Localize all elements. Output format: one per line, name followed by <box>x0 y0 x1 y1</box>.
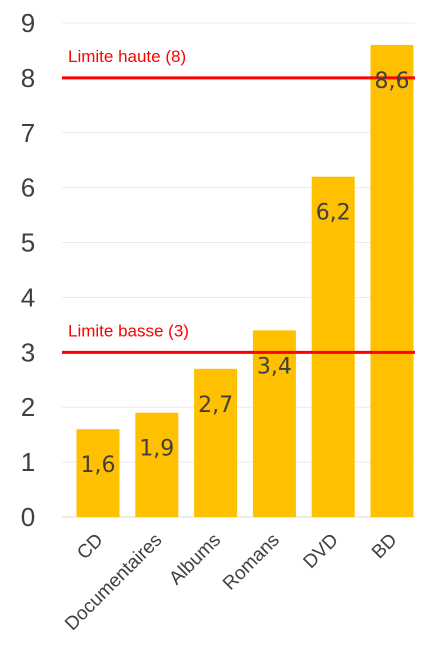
y-tick-label: 2 <box>21 392 35 422</box>
x-tick-label: Romans <box>219 530 284 595</box>
bar-dvd <box>311 176 355 517</box>
y-tick-label: 9 <box>21 8 35 38</box>
data-label: 2,7 <box>198 393 233 418</box>
reference-line-label: Limite haute (8) <box>68 47 186 66</box>
data-label: 1,9 <box>139 437 174 462</box>
bar-documentaires <box>135 412 179 517</box>
y-tick-label: 0 <box>21 502 35 532</box>
bar-romans <box>252 330 296 517</box>
y-tick-label: 4 <box>21 282 35 312</box>
data-label: 8,6 <box>375 69 410 94</box>
x-tick-label: CD <box>73 530 107 564</box>
data-label: 1,6 <box>81 453 116 478</box>
y-tick-label: 7 <box>21 118 35 148</box>
bar-albums <box>194 368 238 517</box>
y-tick-label: 5 <box>21 228 35 258</box>
y-tick-label: 3 <box>21 337 35 367</box>
x-tick-label: BD <box>368 530 402 564</box>
reference-line-label: Limite basse (3) <box>68 321 189 340</box>
reference-lines: Limite haute (8) Limite basse (3) <box>62 47 415 354</box>
y-tick-label: 6 <box>21 173 35 203</box>
y-tick-label: 8 <box>21 63 35 93</box>
x-tick-label: DVD <box>300 530 343 573</box>
data-labels: 1,6 1,9 2,7 3,4 6,2 8,6 <box>81 69 410 478</box>
x-tick-label: Albums <box>165 530 225 590</box>
y-tick-label: 1 <box>21 447 35 477</box>
bar-bd <box>370 44 414 517</box>
bars <box>76 44 414 517</box>
data-label: 3,4 <box>257 354 292 379</box>
bar-cd <box>76 429 120 517</box>
data-label: 6,2 <box>316 201 351 226</box>
y-axis-ticks: 0 1 2 3 4 5 6 7 8 9 <box>21 8 35 532</box>
